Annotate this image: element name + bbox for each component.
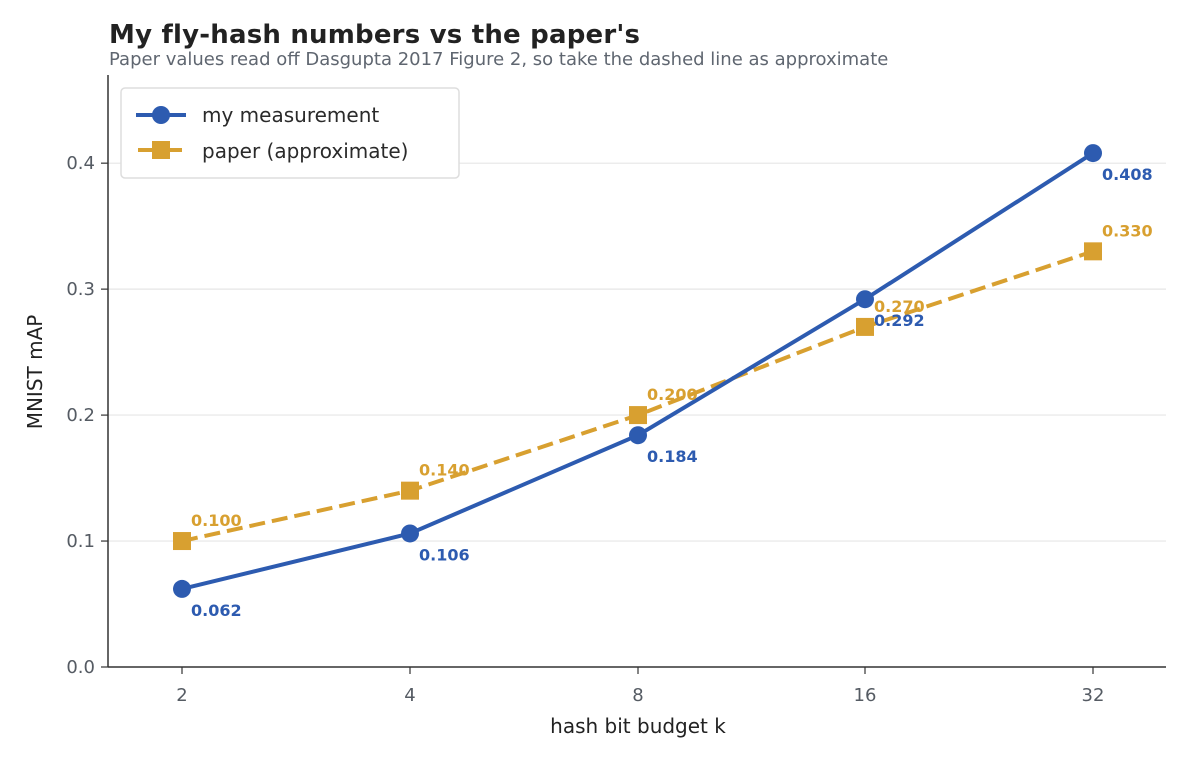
chart-subtitle: Paper values read off Dasgupta 2017 Figu… — [109, 49, 889, 70]
paper-data-label: 0.270 — [874, 297, 925, 316]
paper-data-label: 0.140 — [419, 461, 470, 480]
x-tick-label: 32 — [1082, 685, 1105, 706]
paper-data-label: 0.200 — [647, 385, 698, 404]
legend-label-measurement: my measurement — [202, 103, 379, 127]
y-tick-label: 0.1 — [66, 531, 95, 552]
y-tick-label: 0.4 — [66, 153, 95, 174]
paper-data-label: 0.100 — [191, 511, 242, 530]
measurement-data-label: 0.106 — [419, 545, 470, 564]
y-axis-label: MNIST mAP — [23, 315, 47, 430]
paper-line — [181, 249, 1094, 543]
circle-marker-icon — [856, 290, 874, 309]
circle-marker-icon — [401, 524, 419, 543]
gridlines — [108, 162, 1166, 542]
legend-label-paper: paper (approximate) — [202, 139, 408, 163]
data-labels: 0.100 0.140 0.200 0.270 0.330 0.062 0.106 0.184… — [191, 165, 1153, 620]
y-tick-label: 0.0 — [66, 657, 95, 678]
legend: my measurement paper (approximate) — [120, 87, 460, 179]
square-marker-icon — [1084, 242, 1102, 261]
square-marker-icon — [629, 406, 647, 425]
legend-item-paper: paper (approximate) — [138, 139, 408, 163]
square-marker-icon — [152, 141, 170, 159]
measurement-data-label: 0.408 — [1102, 165, 1153, 184]
circle-marker-icon — [1084, 144, 1102, 163]
x-tick-label: 8 — [632, 685, 643, 706]
square-marker-icon — [401, 481, 419, 500]
circle-marker-icon — [629, 426, 647, 445]
square-marker-icon — [173, 532, 191, 551]
legend-item-measurement: my measurement — [136, 103, 379, 127]
square-marker-icon — [856, 317, 874, 336]
legend-box — [120, 87, 460, 179]
paper-data-label: 0.330 — [1102, 221, 1153, 240]
y-tick-label: 0.3 — [66, 279, 95, 300]
chart-title: My fly-hash numbers vs the paper's — [109, 20, 641, 50]
circle-marker-icon — [152, 106, 170, 124]
series-layer — [173, 144, 1102, 598]
x-axis-label: hash bit budget k — [550, 714, 726, 738]
x-tick-label: 4 — [404, 685, 415, 706]
measurement-data-label: 0.292 — [874, 311, 925, 330]
x-tick-label: 2 — [176, 685, 187, 706]
measurement-data-label: 0.062 — [191, 601, 242, 620]
axes: 0.0 0.1 0.2 0.3 0.4 2 4 8 16 32 — [66, 75, 1166, 706]
measurement-data-label: 0.184 — [647, 447, 698, 466]
y-tick-label: 0.2 — [66, 405, 95, 426]
x-tick-label: 16 — [854, 685, 877, 706]
circle-marker-icon — [173, 579, 191, 598]
measurement-line — [181, 151, 1095, 591]
